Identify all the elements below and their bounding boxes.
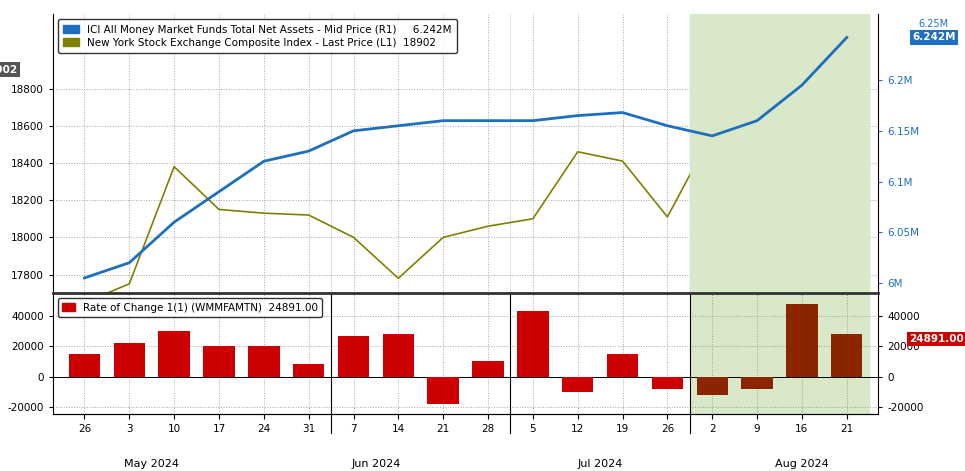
Bar xyxy=(204,346,234,377)
Text: Jun 2024: Jun 2024 xyxy=(351,459,400,469)
Bar xyxy=(293,365,324,377)
Text: 24891.00: 24891.00 xyxy=(909,334,964,344)
Bar xyxy=(69,354,100,377)
Bar xyxy=(690,14,869,293)
Text: 6.242M: 6.242M xyxy=(912,32,955,42)
Bar xyxy=(158,331,190,377)
Text: May 2024: May 2024 xyxy=(124,459,179,469)
Bar xyxy=(607,354,638,377)
Text: Jul 2024: Jul 2024 xyxy=(577,459,622,469)
Bar xyxy=(651,377,683,389)
Bar xyxy=(472,361,504,377)
Text: Aug 2024: Aug 2024 xyxy=(775,459,829,469)
Bar xyxy=(427,377,459,404)
Bar xyxy=(831,334,863,377)
Bar xyxy=(697,377,728,395)
Bar xyxy=(248,346,280,377)
Bar xyxy=(562,377,593,392)
Bar xyxy=(741,377,773,389)
Bar xyxy=(383,334,414,377)
Bar xyxy=(786,304,817,377)
Bar xyxy=(114,343,145,377)
Legend: Rate of Change 1(1) (WMMFAMTN)  24891.00: Rate of Change 1(1) (WMMFAMTN) 24891.00 xyxy=(58,298,322,317)
Bar xyxy=(690,293,869,414)
Bar xyxy=(690,14,869,293)
Text: 6.25M: 6.25M xyxy=(919,19,949,29)
Legend: ICI All Money Market Funds Total Net Assets - Mid Price (R1)     6.242M, New Yor: ICI All Money Market Funds Total Net Ass… xyxy=(58,19,457,53)
Bar xyxy=(338,336,370,377)
Text: 18902: 18902 xyxy=(0,65,18,74)
Bar xyxy=(517,311,548,377)
